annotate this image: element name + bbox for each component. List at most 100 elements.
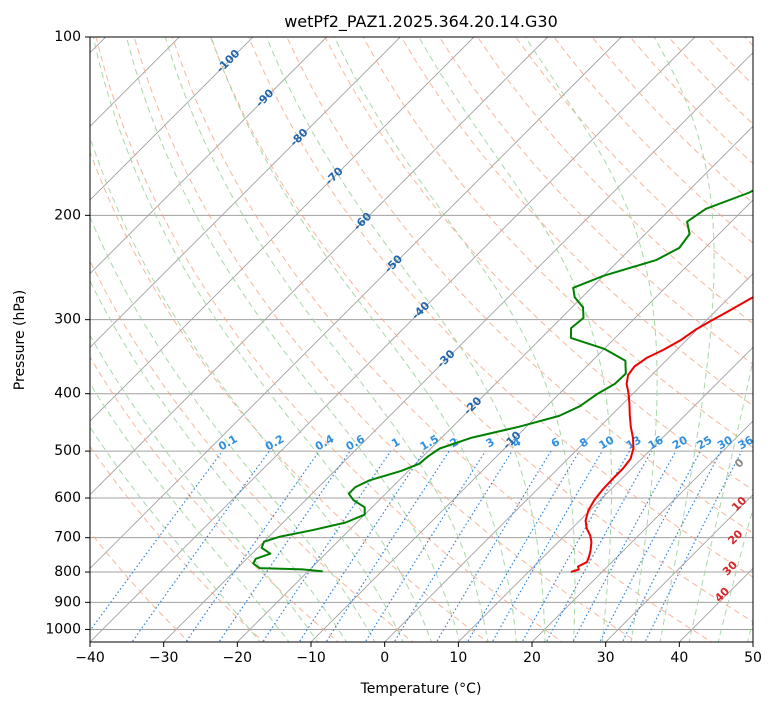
moist-adiabat-line xyxy=(717,506,753,642)
dry-adiabat-line xyxy=(248,37,753,578)
mixing-ratio-label: 0.2 xyxy=(263,432,286,453)
mixing-ratio-line xyxy=(644,450,743,642)
moist-adiabat-label: 10 xyxy=(729,494,749,514)
mixing-ratio-line xyxy=(185,450,320,642)
y-tick-label: 500 xyxy=(54,443,81,459)
mixing-ratio-label: 3 xyxy=(484,435,497,450)
y-tick-label: 300 xyxy=(54,312,81,328)
isotherm-label: -60 xyxy=(351,209,374,232)
temperature-profile-line xyxy=(570,296,753,573)
mixing-ratio-label: 10 xyxy=(597,433,617,452)
isotherm-line xyxy=(90,37,696,642)
dry-adiabat-line xyxy=(591,37,753,204)
dry-adiabat-line xyxy=(90,531,190,642)
x-tick-label: 30 xyxy=(597,650,615,666)
moist-adiabat-label: 30 xyxy=(720,558,740,578)
mixing-ratio-line xyxy=(298,450,425,642)
x-tick-label: 10 xyxy=(449,650,467,666)
moist-adiabat-line xyxy=(688,358,753,642)
plot-frame xyxy=(89,36,754,643)
moist-adiabat-line xyxy=(265,37,546,642)
isotherm-label: -70 xyxy=(323,164,346,187)
isotherm-line xyxy=(384,273,753,642)
mixing-ratio-label: 16 xyxy=(646,433,666,452)
isotherm-line xyxy=(310,199,753,642)
dry-adiabat-line xyxy=(438,37,753,366)
mixing-ratio-label: 6 xyxy=(549,435,562,450)
moist-adiabat-label: 40 xyxy=(712,585,732,605)
isotherm-label: -20 xyxy=(461,394,484,417)
isotherm-line xyxy=(531,420,753,642)
dry-adiabat-line xyxy=(744,37,753,47)
moist-adiabat-label: 20 xyxy=(725,527,745,547)
moist-adiabat-line xyxy=(92,37,432,642)
dry-adiabat-line xyxy=(95,37,564,642)
mixing-ratio-line xyxy=(218,450,351,642)
dry-adiabat-line xyxy=(553,37,753,244)
mixing-ratio-line xyxy=(131,450,270,642)
x-tick-label: −30 xyxy=(149,650,179,666)
dry-adiabat-line xyxy=(515,37,753,284)
dry-adiabat-line xyxy=(362,37,753,449)
dry-adiabat-line xyxy=(90,259,414,642)
mixing-ratio-label: 0.6 xyxy=(344,432,368,453)
moist-adiabat-line xyxy=(164,37,489,642)
mixing-ratio-label: 20 xyxy=(670,433,690,452)
moist-adiabat-line xyxy=(524,37,658,642)
moist-adiabat-line xyxy=(653,37,715,642)
mixing-ratio-line xyxy=(364,450,486,642)
moist-adiabat-line xyxy=(90,382,290,642)
dry-adiabat-line xyxy=(477,37,753,325)
mixing-ratio-line xyxy=(621,450,722,642)
moist-adiabat-line xyxy=(90,135,404,642)
mixing-ratio-label: 30 xyxy=(715,433,735,452)
isotherm-label: -40 xyxy=(409,299,432,322)
dewpoint-profile-line xyxy=(252,189,753,573)
moist-adiabat-line xyxy=(746,619,753,642)
x-tick-label: −40 xyxy=(75,650,105,666)
y-axis-label: Pressure (hPa) xyxy=(12,290,28,390)
mixing-ratio-line xyxy=(90,450,223,632)
dry-adiabat-line xyxy=(90,150,489,642)
y-tick-label: 400 xyxy=(54,386,81,402)
mixing-ratio-line xyxy=(599,450,702,642)
moist-adiabat-line xyxy=(90,426,261,642)
dry-adiabat-line xyxy=(210,37,753,623)
x-tick-label: 0 xyxy=(380,650,389,666)
isotherm-line xyxy=(90,37,328,275)
y-tick-label: 700 xyxy=(54,530,81,546)
dry-adiabat-line xyxy=(90,445,265,642)
moist-adiabat-label: 0 xyxy=(732,456,747,471)
y-tick-label: 800 xyxy=(54,564,81,580)
dry-adiabat-line xyxy=(324,37,753,491)
y-axis-ticks: 100 200 300 400 500 600 700 800 900 1000 xyxy=(45,29,90,637)
moist-adiabat-line xyxy=(333,37,576,642)
isotherm-line xyxy=(90,37,401,348)
isotherm-label: -30 xyxy=(434,347,457,370)
isotherm-line xyxy=(457,346,753,642)
isotherm-line xyxy=(90,37,549,496)
mixing-ratio-label: 0.4 xyxy=(313,432,337,453)
x-axis-ticks: −40 −30 −20 −10 0 10 20 30 40 50 xyxy=(75,642,762,666)
isotherm-line xyxy=(605,494,753,642)
isotherm-label: -100 xyxy=(214,47,243,76)
x-axis-label: Temperature (°C) xyxy=(360,681,482,697)
dry-adiabat-line xyxy=(90,356,339,642)
dry-adiabat-line xyxy=(400,37,753,407)
mixing-ratio-line xyxy=(572,450,677,642)
isotherm-label: -80 xyxy=(287,126,310,149)
x-tick-label: 50 xyxy=(744,650,762,666)
isotherm-line xyxy=(752,641,753,642)
profile-series xyxy=(252,189,753,573)
dry-adiabat-line xyxy=(286,37,753,534)
x-tick-label: 40 xyxy=(670,650,688,666)
x-tick-label: −20 xyxy=(223,650,253,666)
isotherm-line xyxy=(236,125,753,642)
x-tick-label: 20 xyxy=(523,650,541,666)
moist-adiabat-line xyxy=(125,37,461,642)
moist-adiabat-line xyxy=(418,37,613,642)
mixing-ratio-label: 0.1 xyxy=(216,432,239,453)
x-tick-label: −10 xyxy=(296,650,326,666)
